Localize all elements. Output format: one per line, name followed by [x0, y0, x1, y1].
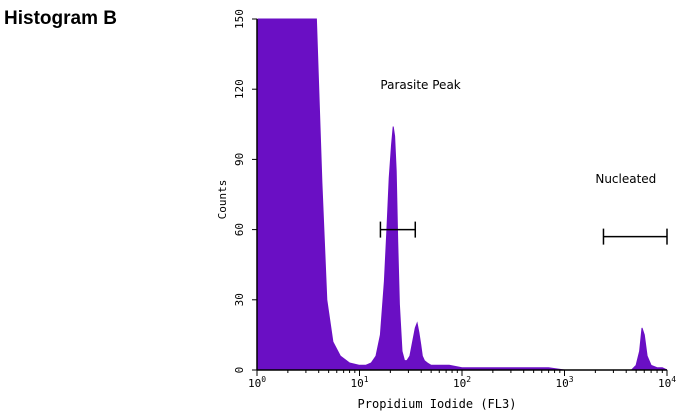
x-tick-label: 102 [453, 375, 471, 390]
y-tick-label: 30 [233, 293, 246, 306]
y-tick-label: 90 [233, 153, 246, 166]
y-tick-label: 150 [233, 9, 246, 29]
page-title: Histogram B [4, 8, 117, 29]
y-axis-label: Counts [216, 180, 229, 220]
y-tick-label: 0 [233, 367, 246, 374]
plot-area [256, 18, 668, 371]
annotations: Parasite Peak Nucleated [379, 78, 668, 245]
histogram-area [256, 18, 668, 371]
axes: 0 30 60 90 120 150 100 101 102 103 104 [233, 9, 676, 390]
x-tick-label: 101 [350, 375, 368, 390]
x-axis-label: Propidium Iodide (FL3) [358, 397, 517, 411]
y-tick-label: 120 [233, 79, 246, 99]
x-tick-label: 103 [555, 375, 573, 390]
x-tick-label: 100 [248, 375, 266, 390]
y-tick-label: 60 [233, 223, 246, 236]
x-tick-label: 104 [658, 375, 676, 390]
gate-label: Parasite Peak [380, 78, 460, 92]
gate-label: Nucleated [595, 172, 656, 186]
